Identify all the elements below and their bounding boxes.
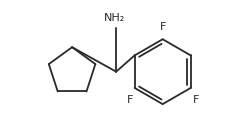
Text: F: F [192,95,199,105]
Text: NH₂: NH₂ [104,13,125,23]
Text: F: F [160,22,166,32]
Text: F: F [126,95,133,105]
